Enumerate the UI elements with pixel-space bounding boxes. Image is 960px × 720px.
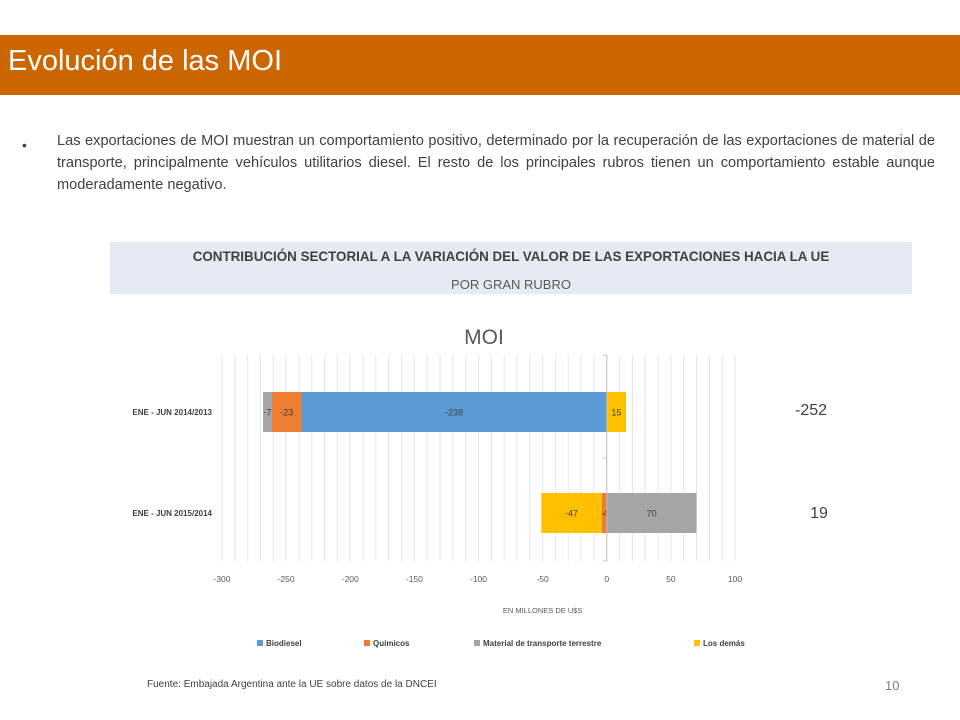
data-label: -4: [600, 509, 608, 519]
chart-header-box: CONTRIBUCIÓN SECTORIAL A LA VARIACIÓN DE…: [110, 242, 912, 294]
x-tick-label: 100: [728, 574, 742, 584]
x-axis-title: EN MILLONES DE U$S: [503, 606, 583, 615]
data-label: 15: [611, 408, 621, 418]
bar-qu-micos: [601, 493, 607, 533]
data-label: -47: [565, 509, 578, 519]
page-number: 10: [885, 678, 900, 693]
x-tick-label: -50: [536, 574, 549, 584]
bar-los-dem-s: [606, 392, 626, 432]
chart-header-title: CONTRIBUCIÓN SECTORIAL A LA VARIACIÓN DE…: [192, 249, 830, 264]
bullet-marker: •: [22, 137, 27, 153]
body-paragraph: Las exportaciones de MOI muestran un com…: [57, 133, 935, 193]
chart-header-subtitle: POR GRAN RUBRO: [451, 277, 571, 292]
total-label: 19: [810, 505, 828, 522]
bar-material-de-transporte-terrestre: [263, 392, 273, 432]
legend-label-material-de-transporte-terrestre: Material de transporte terrestre: [483, 639, 602, 648]
data-label: -238: [445, 408, 463, 418]
data-label: 70: [647, 509, 657, 519]
legend-label-biodiesel: Biodiesel: [266, 639, 302, 648]
legend-swatch-material-de-transporte-terrestre: [474, 640, 480, 646]
legend-swatch-los-dem-s: [694, 640, 700, 646]
x-tick-label: -250: [278, 574, 295, 584]
x-tick-label: 50: [666, 574, 676, 584]
legend-swatch-biodiesel: [257, 640, 263, 646]
legend-label-los-dem-s: Los demás: [703, 639, 745, 648]
bar-los-dem-s: [541, 493, 602, 533]
title-bar: Evolución de las MOI: [0, 35, 960, 95]
bar-material-de-transporte-terrestre: [606, 493, 697, 533]
x-tick-label: -200: [342, 574, 359, 584]
category-label: ENE - JUN 2014/2013: [132, 408, 212, 417]
data-label: -7: [264, 408, 272, 418]
data-label: -23: [280, 408, 293, 418]
x-tick-label: -100: [470, 574, 487, 584]
legend-label-qu-micos: Químicos: [373, 639, 410, 648]
chart-title: MOI: [464, 326, 504, 349]
x-tick-label: 0: [604, 574, 609, 584]
x-tick-label: -300: [213, 574, 230, 584]
bar-biodiesel: [301, 392, 607, 432]
source-note: Fuente: Embajada Argentina ante la UE so…: [147, 679, 437, 690]
page-title: Evolución de las MOI: [8, 45, 283, 77]
category-label: ENE - JUN 2015/2014: [132, 509, 212, 518]
x-tick-label: -150: [406, 574, 423, 584]
bar-qu-micos: [272, 392, 302, 432]
legend-swatch-qu-micos: [364, 640, 370, 646]
total-label: -252: [795, 402, 827, 419]
